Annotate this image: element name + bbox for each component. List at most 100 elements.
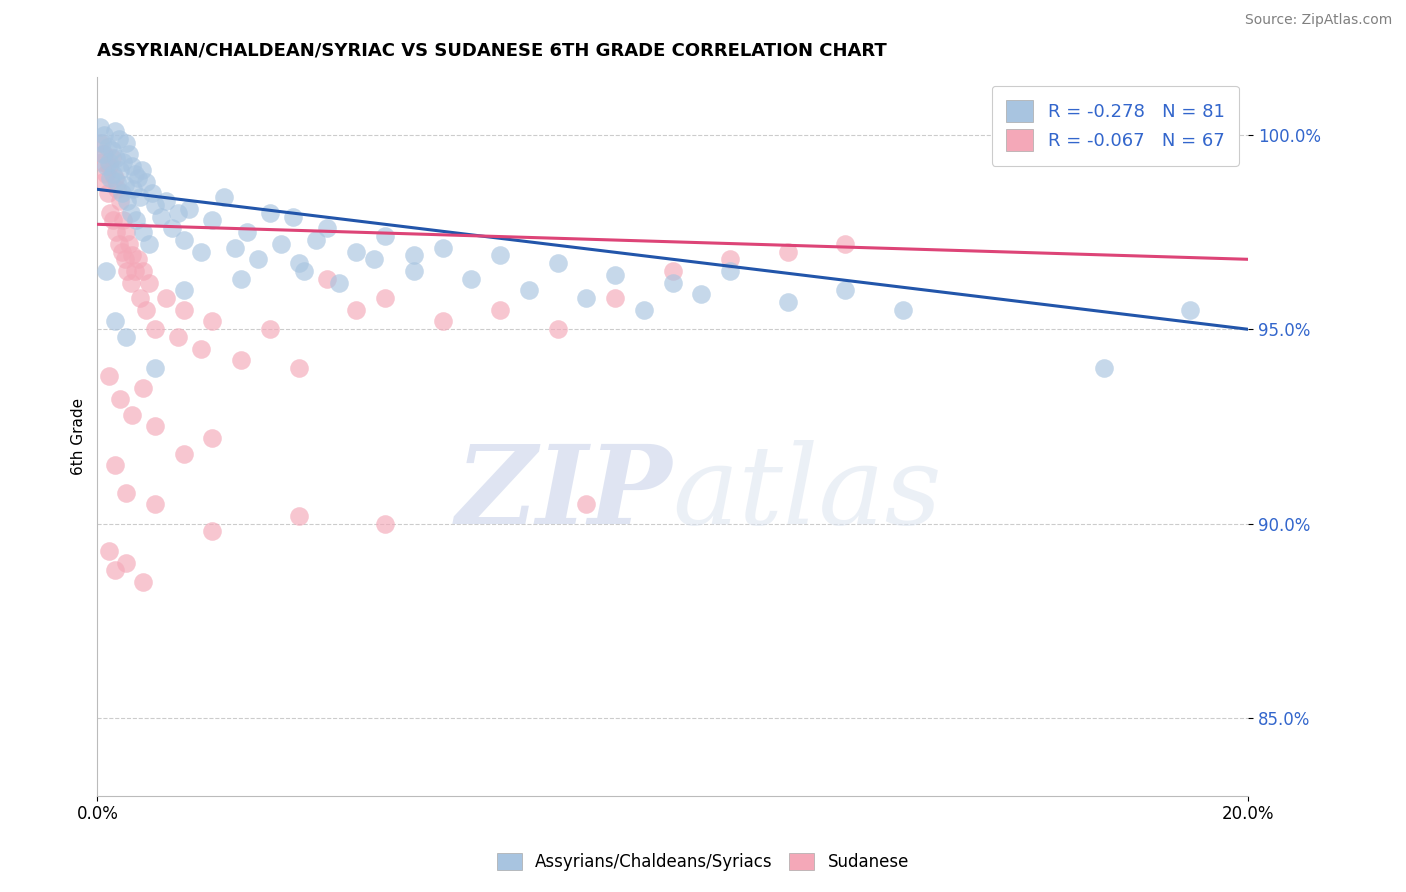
Point bbox=[834, 284, 856, 298]
Point bbox=[212, 190, 235, 204]
Point bbox=[103, 213, 125, 227]
Point bbox=[432, 241, 454, 255]
Point bbox=[121, 159, 143, 173]
Point bbox=[135, 302, 157, 317]
Point bbox=[201, 314, 224, 328]
Point bbox=[107, 175, 129, 189]
Point bbox=[103, 167, 125, 181]
Point bbox=[374, 229, 396, 244]
Point bbox=[517, 284, 540, 298]
Point bbox=[104, 124, 127, 138]
Point bbox=[97, 368, 120, 383]
Point bbox=[124, 264, 146, 278]
Point bbox=[91, 147, 114, 161]
Point bbox=[328, 276, 350, 290]
Point bbox=[110, 194, 132, 208]
Point bbox=[115, 330, 138, 344]
Point bbox=[100, 151, 122, 165]
Point bbox=[834, 236, 856, 251]
Point bbox=[125, 213, 148, 227]
Point bbox=[117, 264, 139, 278]
Point bbox=[98, 170, 121, 185]
Point bbox=[94, 264, 117, 278]
Point bbox=[891, 302, 914, 317]
Point bbox=[776, 295, 799, 310]
Point bbox=[94, 159, 117, 173]
Point bbox=[98, 205, 121, 219]
Point bbox=[489, 302, 512, 317]
Point bbox=[661, 276, 683, 290]
Point bbox=[132, 225, 155, 239]
Point bbox=[287, 508, 309, 523]
Point bbox=[173, 284, 195, 298]
Point bbox=[129, 190, 152, 204]
Point bbox=[97, 155, 120, 169]
Point bbox=[114, 252, 136, 267]
Point bbox=[201, 213, 224, 227]
Point bbox=[104, 563, 127, 577]
Point bbox=[112, 155, 135, 169]
Point bbox=[104, 458, 127, 473]
Text: ZIP: ZIP bbox=[456, 440, 672, 548]
Point bbox=[287, 361, 309, 376]
Point bbox=[104, 170, 127, 185]
Point bbox=[316, 271, 339, 285]
Point bbox=[179, 202, 201, 216]
Point bbox=[121, 248, 143, 262]
Point bbox=[173, 447, 195, 461]
Point bbox=[131, 162, 153, 177]
Point bbox=[605, 291, 627, 305]
Point bbox=[259, 205, 281, 219]
Point bbox=[1150, 96, 1173, 111]
Point bbox=[294, 264, 316, 278]
Point bbox=[155, 291, 177, 305]
Point bbox=[201, 524, 224, 539]
Point bbox=[97, 186, 120, 201]
Point bbox=[1180, 302, 1202, 317]
Point bbox=[115, 485, 138, 500]
Point bbox=[374, 516, 396, 531]
Point bbox=[143, 361, 166, 376]
Point bbox=[108, 236, 131, 251]
Point bbox=[143, 497, 166, 511]
Point bbox=[104, 314, 127, 328]
Point bbox=[344, 302, 367, 317]
Point bbox=[143, 419, 166, 434]
Point bbox=[129, 291, 152, 305]
Point bbox=[91, 136, 114, 150]
Point bbox=[97, 544, 120, 558]
Point bbox=[224, 241, 246, 255]
Point bbox=[160, 221, 183, 235]
Point bbox=[1092, 361, 1115, 376]
Point bbox=[259, 322, 281, 336]
Point bbox=[118, 236, 141, 251]
Point bbox=[127, 252, 149, 267]
Point bbox=[173, 302, 195, 317]
Point bbox=[231, 271, 253, 285]
Point bbox=[110, 186, 132, 201]
Point bbox=[112, 213, 135, 227]
Point bbox=[402, 264, 425, 278]
Point bbox=[132, 264, 155, 278]
Point bbox=[167, 205, 190, 219]
Point bbox=[107, 182, 129, 196]
Point bbox=[110, 392, 132, 407]
Point bbox=[575, 497, 598, 511]
Point bbox=[776, 244, 799, 259]
Point bbox=[718, 264, 741, 278]
Point bbox=[231, 353, 253, 368]
Point bbox=[190, 342, 212, 356]
Point bbox=[143, 322, 166, 336]
Point bbox=[489, 248, 512, 262]
Point bbox=[132, 381, 155, 395]
Point bbox=[201, 431, 224, 445]
Point bbox=[115, 136, 138, 150]
Point bbox=[547, 322, 569, 336]
Point bbox=[122, 182, 145, 196]
Point bbox=[236, 225, 259, 239]
Point bbox=[305, 233, 328, 247]
Point bbox=[120, 205, 142, 219]
Point bbox=[97, 139, 120, 153]
Point bbox=[661, 264, 683, 278]
Point bbox=[173, 233, 195, 247]
